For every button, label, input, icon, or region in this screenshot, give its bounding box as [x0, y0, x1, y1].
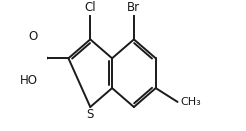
Text: CH₃: CH₃ [181, 97, 201, 107]
Text: O: O [29, 30, 38, 43]
Text: HO: HO [20, 74, 38, 87]
Text: Cl: Cl [84, 1, 96, 13]
Text: S: S [87, 108, 94, 121]
Text: Br: Br [127, 1, 140, 13]
